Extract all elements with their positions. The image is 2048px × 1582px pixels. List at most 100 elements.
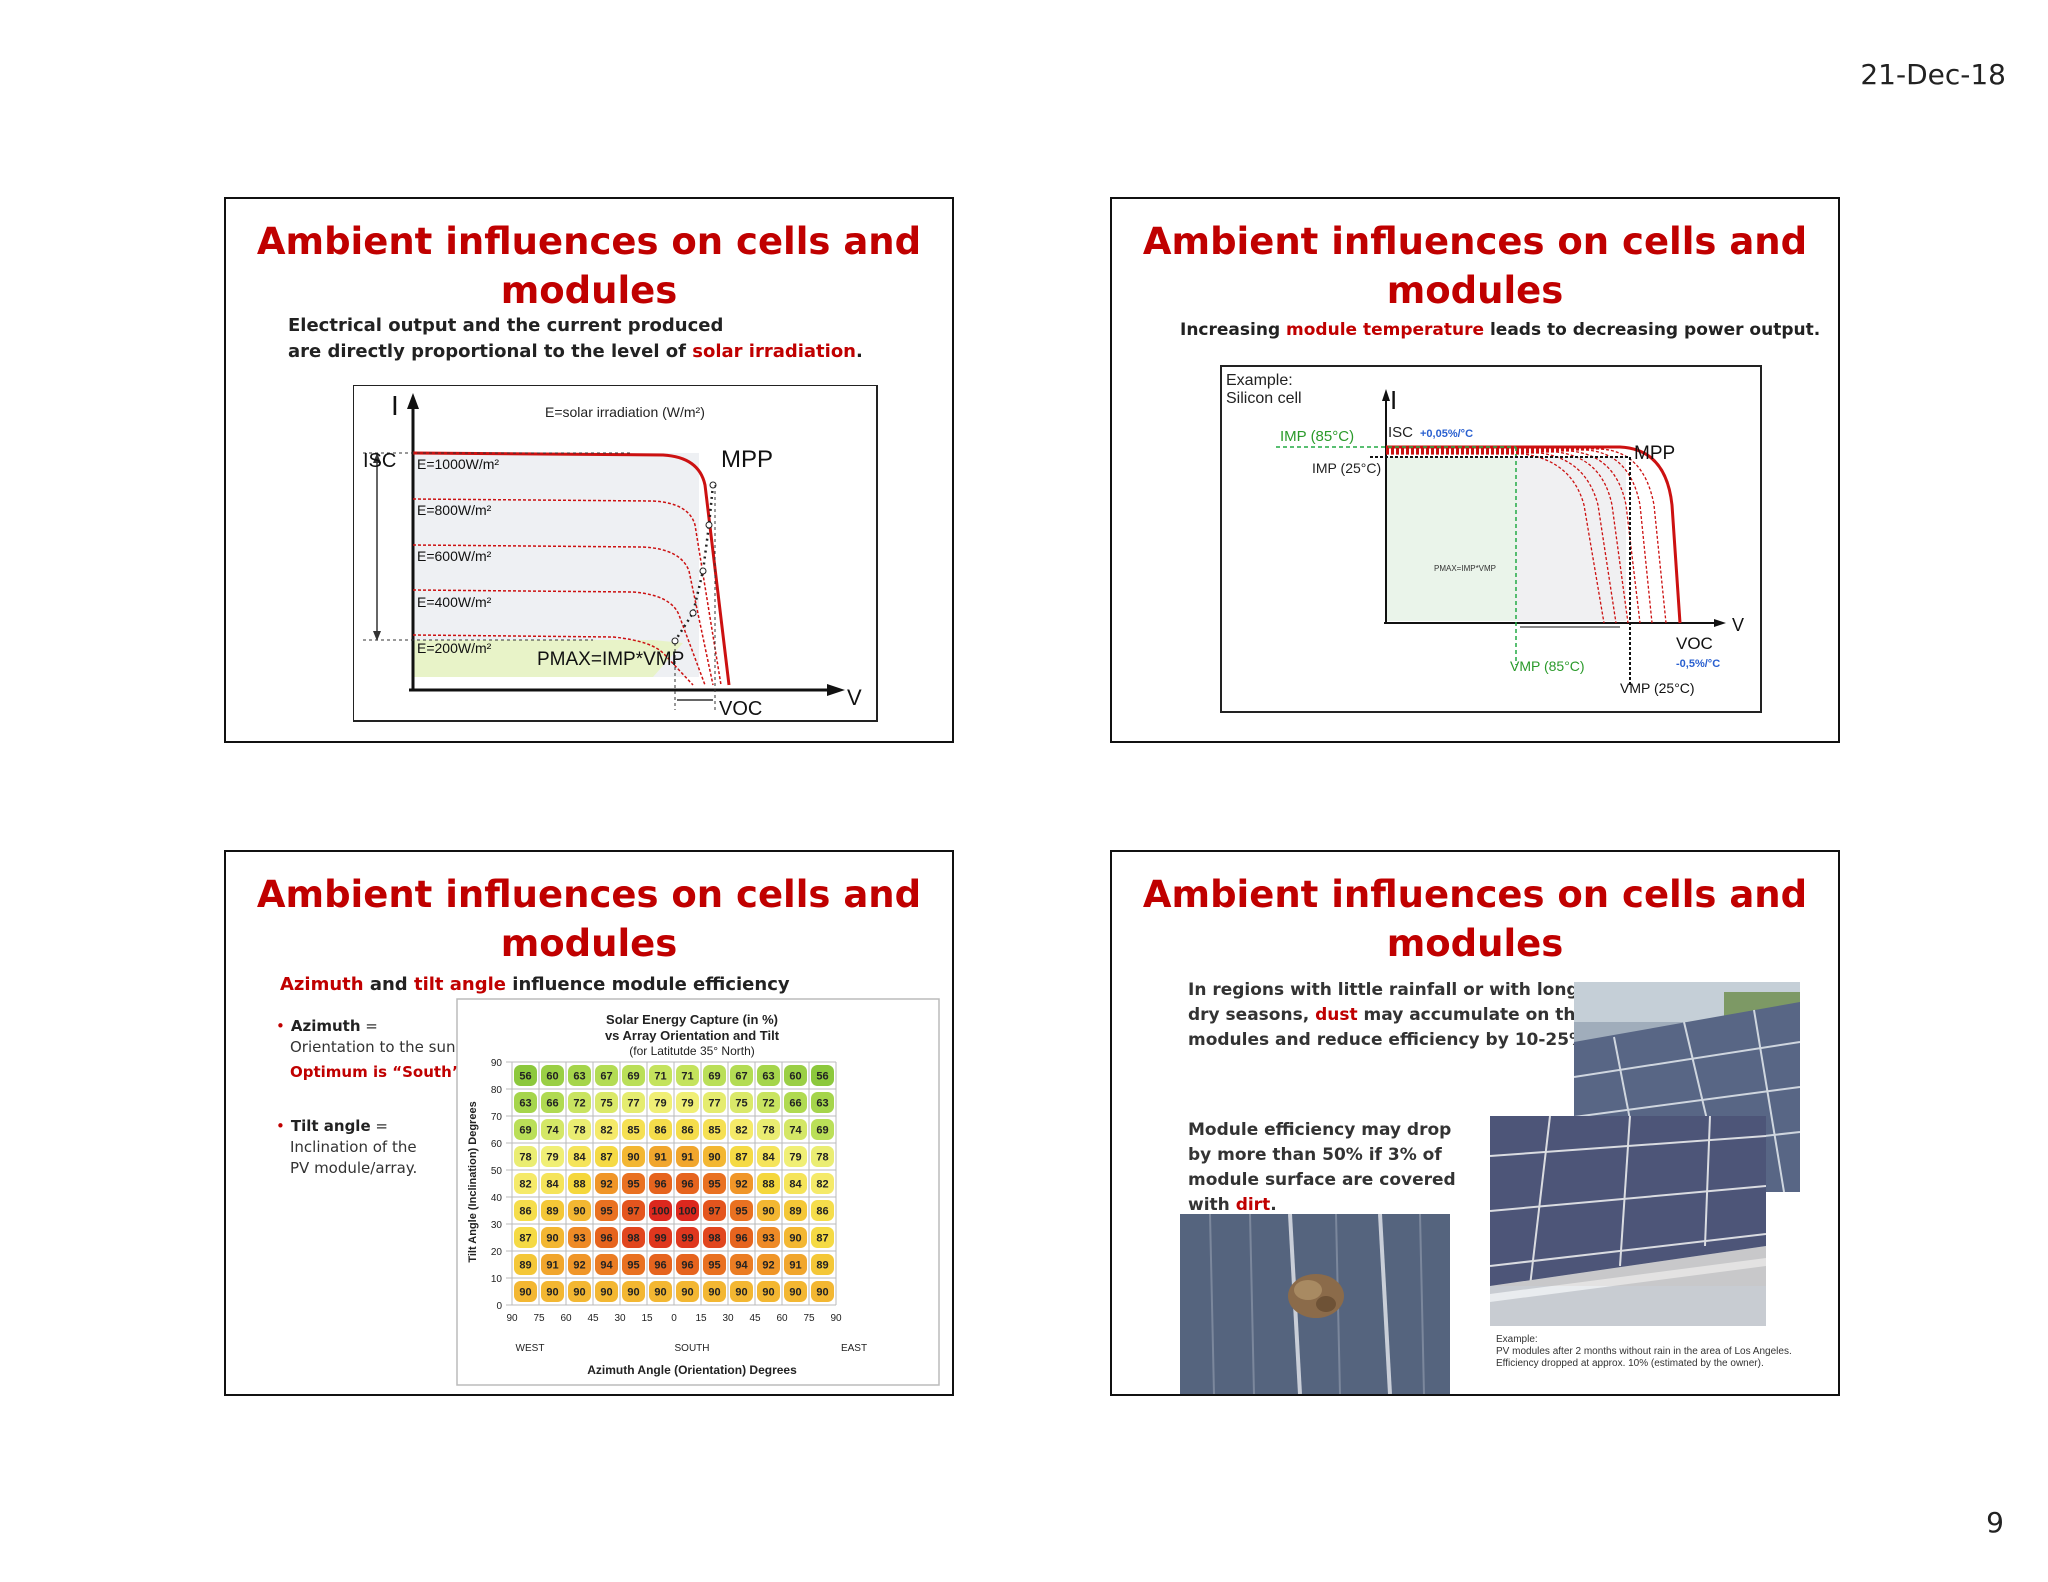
subtitle-text: and — [363, 974, 414, 995]
y-tick-label: 20 — [491, 1247, 503, 1258]
heatmap-cell-value: 86 — [681, 1125, 693, 1137]
title-line: modules — [1386, 269, 1564, 312]
heatmap-cell-value: 97 — [627, 1206, 639, 1218]
heatmap-cell-value: 95 — [735, 1206, 747, 1218]
heatmap-cell — [783, 1280, 808, 1303]
subtitle-highlight: tilt angle — [413, 974, 507, 995]
heatmap-cell — [621, 1253, 646, 1276]
heatmap-cell-value: 91 — [546, 1260, 558, 1272]
bullet-text: Inclination of the — [290, 1138, 417, 1156]
heatmap-cell-value: 92 — [573, 1260, 585, 1272]
title-line: Ambient influences on cells and — [256, 873, 922, 916]
imp25-label: IMP (25°C) — [1312, 460, 1381, 476]
slide-irradiation: Ambient influences on cells and modules … — [224, 197, 954, 743]
heatmap-cell-value: 95 — [600, 1206, 612, 1218]
heatmap-cell-value: 63 — [519, 1098, 531, 1110]
heatmap-cell-value: 67 — [735, 1071, 747, 1083]
heatmap-cell-value: 84 — [762, 1152, 775, 1164]
x-tick-label: 90 — [830, 1313, 842, 1324]
heatmap-cell-value: 90 — [627, 1287, 639, 1299]
heatmap-cell-value: 91 — [654, 1152, 666, 1164]
heatmap-cell-value: 82 — [735, 1125, 747, 1137]
subtitle-text: influence module efficiency — [506, 974, 790, 995]
dirt-on-module-photo — [1180, 1214, 1450, 1394]
page-number: 9 — [1986, 1506, 2004, 1539]
subtitle-highlight: solar irradiation — [692, 341, 857, 362]
title-line: Ambient influences on cells and — [1142, 873, 1808, 916]
heatmap-cell-value: 100 — [651, 1206, 669, 1218]
para-line: module surface are covered — [1188, 1170, 1456, 1190]
heatmap-cell — [810, 1253, 835, 1276]
heatmap-cell — [513, 1118, 538, 1141]
heatmap-cell — [729, 1280, 754, 1303]
heatmap-cell — [594, 1064, 619, 1087]
heatmap-cell — [540, 1280, 565, 1303]
heatmap-cell-value: 85 — [708, 1125, 720, 1137]
heatmap-cell-value: 96 — [735, 1233, 747, 1245]
heatmap-cell-value: 95 — [627, 1260, 639, 1272]
heatmap-cell-value: 69 — [708, 1071, 720, 1083]
voc-label: VOC — [719, 698, 762, 720]
title-line: modules — [500, 269, 678, 312]
heatmap-cell — [621, 1172, 646, 1195]
heatmap-cell-value: 71 — [654, 1071, 666, 1083]
heatmap-cell-value: 79 — [789, 1152, 801, 1164]
heatmap-cell — [675, 1118, 700, 1141]
heatmap-cell-value: 91 — [789, 1260, 801, 1272]
bullet-term: Azimuth — [290, 1017, 361, 1035]
heatmap-subtitle: vs Array Orientation and Tilt — [605, 1028, 780, 1043]
heatmap-cell — [621, 1226, 646, 1249]
axis-v-label: V — [847, 685, 862, 710]
heatmap-cell-value: 90 — [546, 1287, 558, 1299]
heatmap-cell — [567, 1199, 592, 1222]
heatmap-cell — [540, 1145, 565, 1168]
heatmap-cell-value: 69 — [627, 1071, 639, 1083]
imp85-label: IMP (85°C) — [1280, 428, 1354, 445]
slide-dust: Ambient influences on cells and modules … — [1110, 850, 1840, 1396]
heatmap-cell-value: 87 — [519, 1233, 531, 1245]
slide-subtitle: Increasing module temperature leads to d… — [1180, 317, 1820, 343]
heatmap-cell-value: 91 — [681, 1152, 693, 1164]
heatmap-cell — [648, 1118, 673, 1141]
para-line: by more than 50% if 3% of — [1188, 1145, 1442, 1165]
heatmap-cell-value: 84 — [789, 1179, 802, 1191]
heatmap-cell — [567, 1064, 592, 1087]
heatmap-cell — [783, 1253, 808, 1276]
heatmap-cell — [540, 1172, 565, 1195]
heatmap-cell — [756, 1091, 781, 1114]
heatmap-cell — [729, 1199, 754, 1222]
heatmap-cell — [621, 1280, 646, 1303]
heatmap-cell-value: 93 — [762, 1233, 774, 1245]
heatmap-cell-value: 82 — [600, 1125, 612, 1137]
bullet-text: = — [360, 1017, 378, 1035]
heatmap-cell-value: 79 — [654, 1098, 666, 1110]
heatmap-cell — [648, 1199, 673, 1222]
slide-subtitle: Azimuth and tilt angle influence module … — [280, 972, 790, 998]
heatmap-cell — [729, 1253, 754, 1276]
dusty-closeup-photo — [1490, 1116, 1766, 1326]
subtitle-highlight: Azimuth — [280, 974, 364, 995]
subtitle-text: Increasing — [1180, 320, 1287, 340]
slide-temperature: Ambient influences on cells and modules … — [1110, 197, 1840, 743]
slide-title: Ambient influences on cells and modules — [226, 870, 952, 968]
heatmap-cell — [513, 1145, 538, 1168]
heatmap-cell-value: 98 — [627, 1233, 639, 1245]
heatmap-cell-value: 85 — [627, 1125, 639, 1137]
heatmap-cell — [783, 1199, 808, 1222]
slide-title: Ambient influences on cells and modules — [1112, 217, 1838, 315]
heatmap-cell — [675, 1199, 700, 1222]
caption-line: Efficiency dropped at approx. 10% (estim… — [1496, 1358, 1764, 1369]
x-south-label: SOUTH — [675, 1343, 710, 1354]
bullet-azimuth: • Azimuth = Orientation to the sun Optimu… — [276, 1017, 468, 1081]
heatmap-cell-value: 79 — [681, 1098, 693, 1110]
heatmap-cell-value: 78 — [816, 1152, 828, 1164]
heatmap-cell — [756, 1253, 781, 1276]
heatmap-cell — [648, 1064, 673, 1087]
x-tick-label: 45 — [587, 1313, 599, 1324]
heatmap-cell — [567, 1118, 592, 1141]
heatmap-cell — [702, 1145, 727, 1168]
heatmap-cell-value: 96 — [600, 1233, 612, 1245]
heatmap-cell — [810, 1280, 835, 1303]
heatmap-cell-value: 90 — [573, 1206, 585, 1218]
para-text: . — [1270, 1195, 1277, 1215]
